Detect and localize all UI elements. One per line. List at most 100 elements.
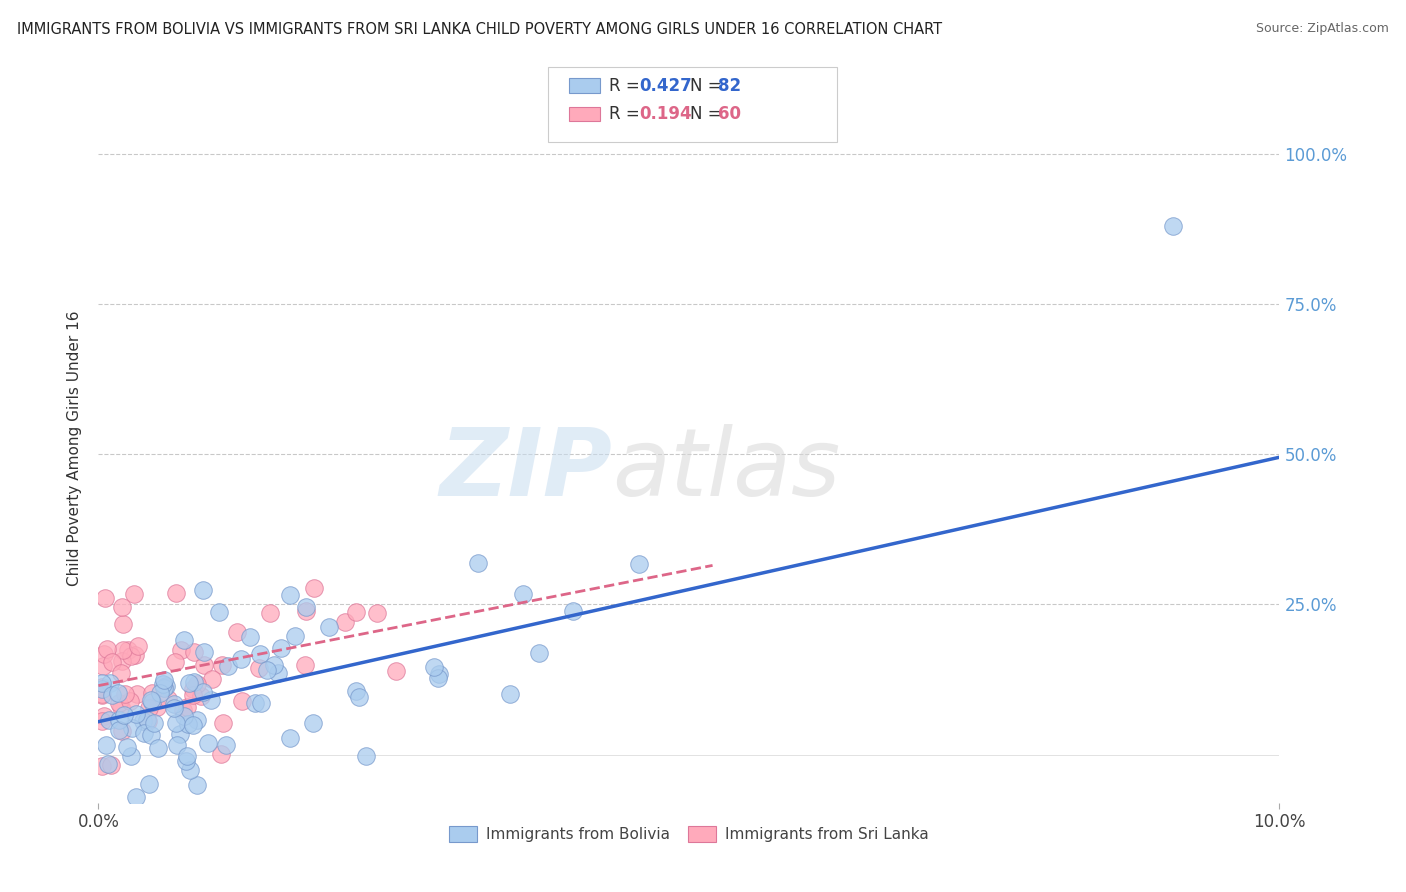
Point — [529, 646, 551, 660]
Point — [229, 652, 252, 666]
Text: IMMIGRANTS FROM BOLIVIA VS IMMIGRANTS FROM SRI LANKA CHILD POVERTY AMONG GIRLS U: IMMIGRANTS FROM BOLIVIA VS IMMIGRANTS FR… — [17, 22, 942, 37]
Point — [176, 700, 198, 714]
Point — [97, 756, 120, 771]
Point — [153, 680, 176, 694]
Point — [177, 717, 200, 731]
Point — [110, 700, 132, 714]
Point — [107, 713, 129, 727]
Point — [197, 736, 219, 750]
Point — [163, 697, 186, 711]
Text: atlas: atlas — [612, 424, 841, 515]
Point — [267, 665, 290, 680]
Point — [117, 643, 139, 657]
Point — [91, 687, 114, 701]
Point — [138, 701, 160, 715]
Point — [96, 738, 118, 752]
Point — [498, 687, 520, 701]
Point — [181, 688, 204, 702]
Y-axis label: Child Poverty Among Girls Under 16: Child Poverty Among Girls Under 16 — [67, 310, 83, 586]
Point — [153, 673, 176, 687]
Point — [243, 696, 266, 710]
Text: N =: N = — [690, 77, 727, 95]
Point — [176, 748, 198, 763]
Point — [153, 681, 176, 695]
Point — [294, 658, 316, 673]
Point — [467, 556, 489, 570]
Point — [107, 686, 129, 700]
Point — [193, 685, 215, 699]
Point — [208, 605, 231, 619]
Text: R =: R = — [609, 77, 645, 95]
Point — [134, 726, 156, 740]
Point — [193, 582, 215, 597]
Point — [562, 604, 585, 618]
Point — [146, 740, 169, 755]
Point — [193, 658, 215, 673]
Point — [112, 708, 135, 723]
Point — [200, 693, 222, 707]
Point — [186, 713, 208, 727]
Point — [91, 681, 114, 696]
Point — [385, 664, 408, 678]
Point — [354, 748, 377, 763]
Point — [1161, 219, 1184, 233]
Point — [146, 699, 169, 714]
Text: Source: ZipAtlas.com: Source: ZipAtlas.com — [1256, 22, 1389, 36]
Point — [111, 600, 134, 615]
Point — [172, 703, 194, 717]
Point — [100, 758, 122, 772]
Point — [226, 624, 249, 639]
Point — [141, 686, 163, 700]
Point — [174, 755, 197, 769]
Point — [107, 696, 129, 710]
Point — [295, 599, 318, 614]
Point — [177, 676, 200, 690]
Point — [190, 689, 212, 703]
Point — [218, 659, 240, 673]
Point — [193, 645, 215, 659]
Point — [169, 643, 191, 657]
Text: 0.194: 0.194 — [640, 105, 692, 123]
Point — [284, 629, 307, 643]
Point — [120, 694, 142, 708]
Point — [333, 615, 356, 630]
Point — [181, 718, 204, 732]
Point — [211, 657, 233, 672]
Point — [138, 714, 160, 729]
Point — [132, 714, 155, 728]
Point — [250, 696, 273, 710]
Point — [93, 709, 115, 723]
Text: 82: 82 — [718, 77, 741, 95]
Point — [181, 682, 204, 697]
Point — [349, 690, 371, 705]
Point — [186, 778, 208, 792]
Point — [125, 789, 148, 804]
Point — [302, 716, 325, 731]
Point — [427, 666, 450, 681]
Point — [93, 647, 115, 661]
Point — [165, 655, 187, 669]
Point — [143, 715, 166, 730]
Point — [183, 675, 205, 690]
Point — [135, 714, 157, 728]
Point — [366, 606, 388, 620]
Point — [121, 722, 143, 736]
Point — [231, 694, 253, 708]
Point — [302, 581, 325, 595]
Point — [239, 630, 262, 644]
Point — [294, 604, 316, 618]
Legend: Immigrants from Bolivia, Immigrants from Sri Lanka: Immigrants from Bolivia, Immigrants from… — [443, 820, 935, 848]
Point — [114, 687, 136, 701]
Point — [139, 693, 162, 707]
Point — [344, 684, 367, 698]
Point — [111, 643, 134, 657]
Point — [263, 658, 285, 673]
Point — [209, 747, 232, 761]
Point — [127, 639, 149, 653]
Point — [280, 731, 302, 746]
Point — [122, 587, 145, 601]
Point — [215, 738, 238, 752]
Point — [94, 591, 117, 605]
Point — [141, 695, 163, 709]
Point — [111, 617, 134, 632]
